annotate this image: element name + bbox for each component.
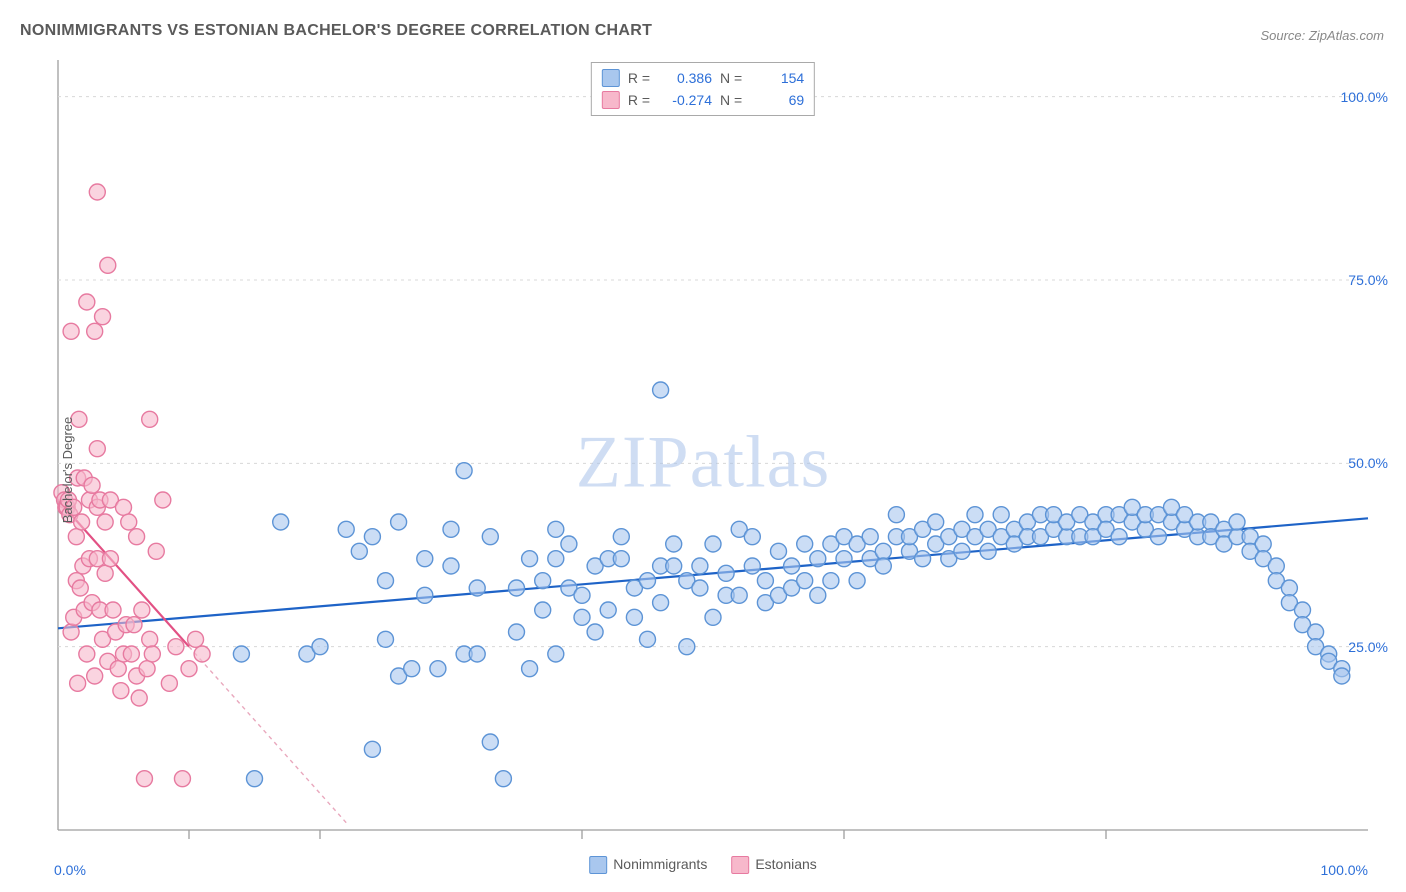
x-axis-start-label: 0.0% xyxy=(54,862,86,878)
legend-swatch-series1 xyxy=(602,69,620,87)
legend-row-series1: R = 0.386 N = 154 xyxy=(602,67,804,89)
x-axis-end-label: 100.0% xyxy=(1321,862,1368,878)
source-attribution: Source: ZipAtlas.com xyxy=(1260,28,1384,43)
correlation-legend: R = 0.386 N = 154 R = -0.274 N = 69 xyxy=(591,62,815,116)
n-label-1: N = xyxy=(720,67,742,89)
chart-title: NONIMMIGRANTS VS ESTONIAN BACHELOR'S DEG… xyxy=(20,22,652,40)
y-tick-label: 75.0% xyxy=(1348,272,1388,288)
scatter-chart xyxy=(10,60,1396,880)
legend-item-series1: Nonimmigrants xyxy=(589,856,707,874)
n-value-1: 154 xyxy=(750,67,804,89)
legend-swatch-bottom-2 xyxy=(731,856,749,874)
legend-item-series2: Estonians xyxy=(731,856,816,874)
legend-swatch-series2 xyxy=(602,91,620,109)
r-label-2: R = xyxy=(628,89,650,111)
n-label-2: N = xyxy=(720,89,742,111)
y-tick-label: 100.0% xyxy=(1341,89,1388,105)
r-value-2: -0.274 xyxy=(658,89,712,111)
legend-label-series1: Nonimmigrants xyxy=(613,856,707,872)
legend-row-series2: R = -0.274 N = 69 xyxy=(602,89,804,111)
y-axis-label: Bachelor's Degree xyxy=(60,417,75,524)
r-value-1: 0.386 xyxy=(658,67,712,89)
legend-swatch-bottom-1 xyxy=(589,856,607,874)
r-label-1: R = xyxy=(628,67,650,89)
legend-label-series2: Estonians xyxy=(755,856,816,872)
y-tick-label: 25.0% xyxy=(1348,639,1388,655)
series-legend: Nonimmigrants Estonians xyxy=(589,856,817,874)
n-value-2: 69 xyxy=(750,89,804,111)
chart-container: Bachelor's Degree ZIPatlas R = 0.386 N =… xyxy=(10,60,1396,880)
y-tick-label: 50.0% xyxy=(1348,455,1388,471)
